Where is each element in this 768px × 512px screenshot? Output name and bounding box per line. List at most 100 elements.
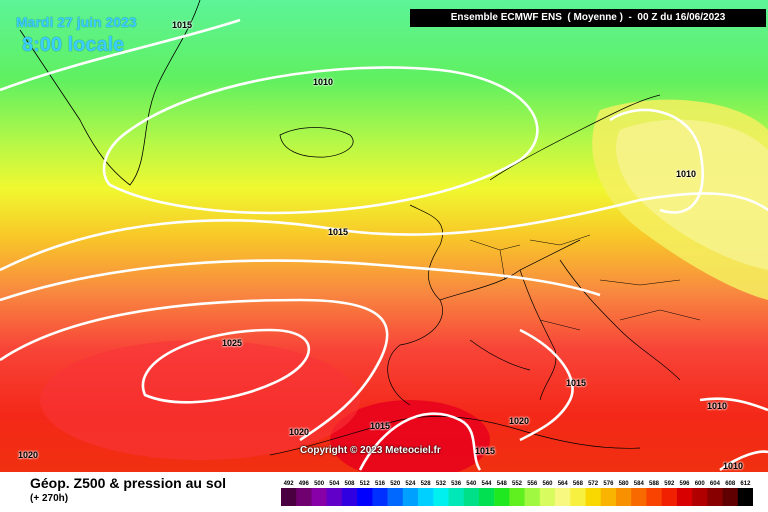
legend-swatch <box>676 488 693 506</box>
legend-swatch <box>661 488 678 506</box>
legend-swatch <box>616 488 632 506</box>
legend-tick-label: 512 <box>360 481 371 487</box>
legend-swatch <box>433 488 449 506</box>
legend-tick-label: 612 <box>740 481 751 487</box>
legend-swatch <box>509 488 525 506</box>
legend-swatch <box>585 488 601 506</box>
country-borders <box>469 234 701 331</box>
legend-tick-label: 548 <box>497 481 508 487</box>
legend-tick-label: 532 <box>436 481 447 487</box>
isobar-1020 <box>0 298 389 442</box>
legend-tick-label: 524 <box>405 481 416 487</box>
map-title: Géop. Z500 & pression au sol <box>30 475 227 491</box>
legend-swatch <box>570 488 586 506</box>
legend-swatch <box>646 488 662 506</box>
legend-tick-label: 576 <box>603 481 614 487</box>
isobar-1015-top <box>0 18 241 92</box>
legend-tick-label: 608 <box>725 481 736 487</box>
legend-tick-label: 568 <box>573 481 584 487</box>
isobar-1015-south <box>0 259 601 302</box>
legend-swatch <box>707 488 723 506</box>
legend-tick-label: 596 <box>679 481 690 487</box>
legend-tick-label: 604 <box>710 481 721 487</box>
legend-tick-label: 540 <box>466 481 477 487</box>
europe-coast <box>387 94 681 406</box>
legend-swatch <box>326 488 343 506</box>
legend-swatch <box>372 488 388 506</box>
legend-tick-label: 572 <box>588 481 599 487</box>
legend-tick-label: 560 <box>542 481 553 487</box>
legend-tick-label: 552 <box>512 481 523 487</box>
legend-swatch <box>555 488 571 506</box>
legend-swatch <box>357 488 373 506</box>
geopotential-map <box>0 0 768 472</box>
legend-tick-label: 508 <box>344 481 355 487</box>
legend-tick-label: 528 <box>421 481 432 487</box>
isobar-label: 1020 <box>509 416 530 426</box>
date-label: Mardi 27 juin 2023 <box>16 14 137 30</box>
legend-tick-label: 564 <box>558 481 569 487</box>
legend-tick-label: 496 <box>299 481 310 487</box>
legend-swatch <box>341 488 358 506</box>
legend-swatch <box>281 488 297 506</box>
copyright-label: Copyright © 2023 Meteociel.fr <box>300 445 441 456</box>
legend-swatch <box>494 488 510 506</box>
legend-tick-label: 516 <box>375 481 386 487</box>
isobar-1015-balkan <box>519 328 574 442</box>
model-header: Ensemble ECMWF ENS ( Moyenne ) - 00 Z du… <box>410 9 766 27</box>
isobar-label: 1010 <box>313 77 334 87</box>
legend-swatch <box>524 488 541 506</box>
isobar-label: 1015 <box>172 20 193 30</box>
hot-core-atlantic <box>40 340 360 460</box>
legend-swatch <box>418 488 434 506</box>
greenland-coast <box>19 0 201 186</box>
legend-tick-label: 580 <box>619 481 630 487</box>
isobar-1025 <box>141 328 311 404</box>
isobar-label: 1010 <box>723 461 744 471</box>
isobar-label: 1015 <box>475 446 496 456</box>
africa-coast <box>269 416 641 456</box>
isobar-label: 1020 <box>289 427 310 437</box>
legend-swatch <box>387 488 404 506</box>
legend-tick-label: 544 <box>481 481 492 487</box>
isobar-label: 1015 <box>566 378 587 388</box>
legend-tick-label: 556 <box>527 481 538 487</box>
legend-swatch <box>448 488 464 506</box>
isobar-1015-main <box>0 192 768 272</box>
isobar-label: 1020 <box>18 450 39 460</box>
legend-tick-label: 600 <box>695 481 706 487</box>
isobar-label: 1015 <box>370 421 391 431</box>
color-scale: 492 496 500 504 508 512 516 520 524 528 532 536 540 5… <box>281 481 753 506</box>
legend-swatch <box>478 488 495 506</box>
time-label: 8:00 locale <box>22 34 125 56</box>
legend-swatch <box>402 488 419 506</box>
legend-swatch <box>296 488 312 506</box>
legend-tick-label: 584 <box>634 481 645 487</box>
legend-tick-label: 500 <box>314 481 325 487</box>
legend-swatch <box>631 488 647 506</box>
legend-bar: Géop. Z500 & pression au sol (+ 270h) 49… <box>0 472 768 512</box>
isobar-1010-scandinavia <box>609 108 704 214</box>
isobar-1010-north <box>102 66 539 215</box>
lead-time: (+ 270h) <box>30 493 69 504</box>
isobar-label: 1010 <box>707 401 728 411</box>
legend-tick-label: 520 <box>390 481 401 487</box>
legend-swatch <box>722 488 738 506</box>
legend-swatch <box>463 488 480 506</box>
isobar-label: 1025 <box>222 338 243 348</box>
legend-swatch <box>692 488 708 506</box>
legend-tick-label: 504 <box>329 481 340 487</box>
iceland-coast <box>279 127 354 158</box>
legend-tick-label: 588 <box>649 481 660 487</box>
legend-swatch <box>600 488 617 506</box>
legend-tick-label: 592 <box>664 481 675 487</box>
legend-tick-label: 536 <box>451 481 462 487</box>
isobar-1010-east <box>699 397 768 472</box>
isobar-label: 1015 <box>328 227 349 237</box>
isobar-1015-med <box>358 412 482 471</box>
legend-swatch <box>539 488 556 506</box>
legend-swatch <box>737 488 753 506</box>
legend-tick-label: 492 <box>284 481 295 487</box>
isobar-label: 1010 <box>676 169 697 179</box>
